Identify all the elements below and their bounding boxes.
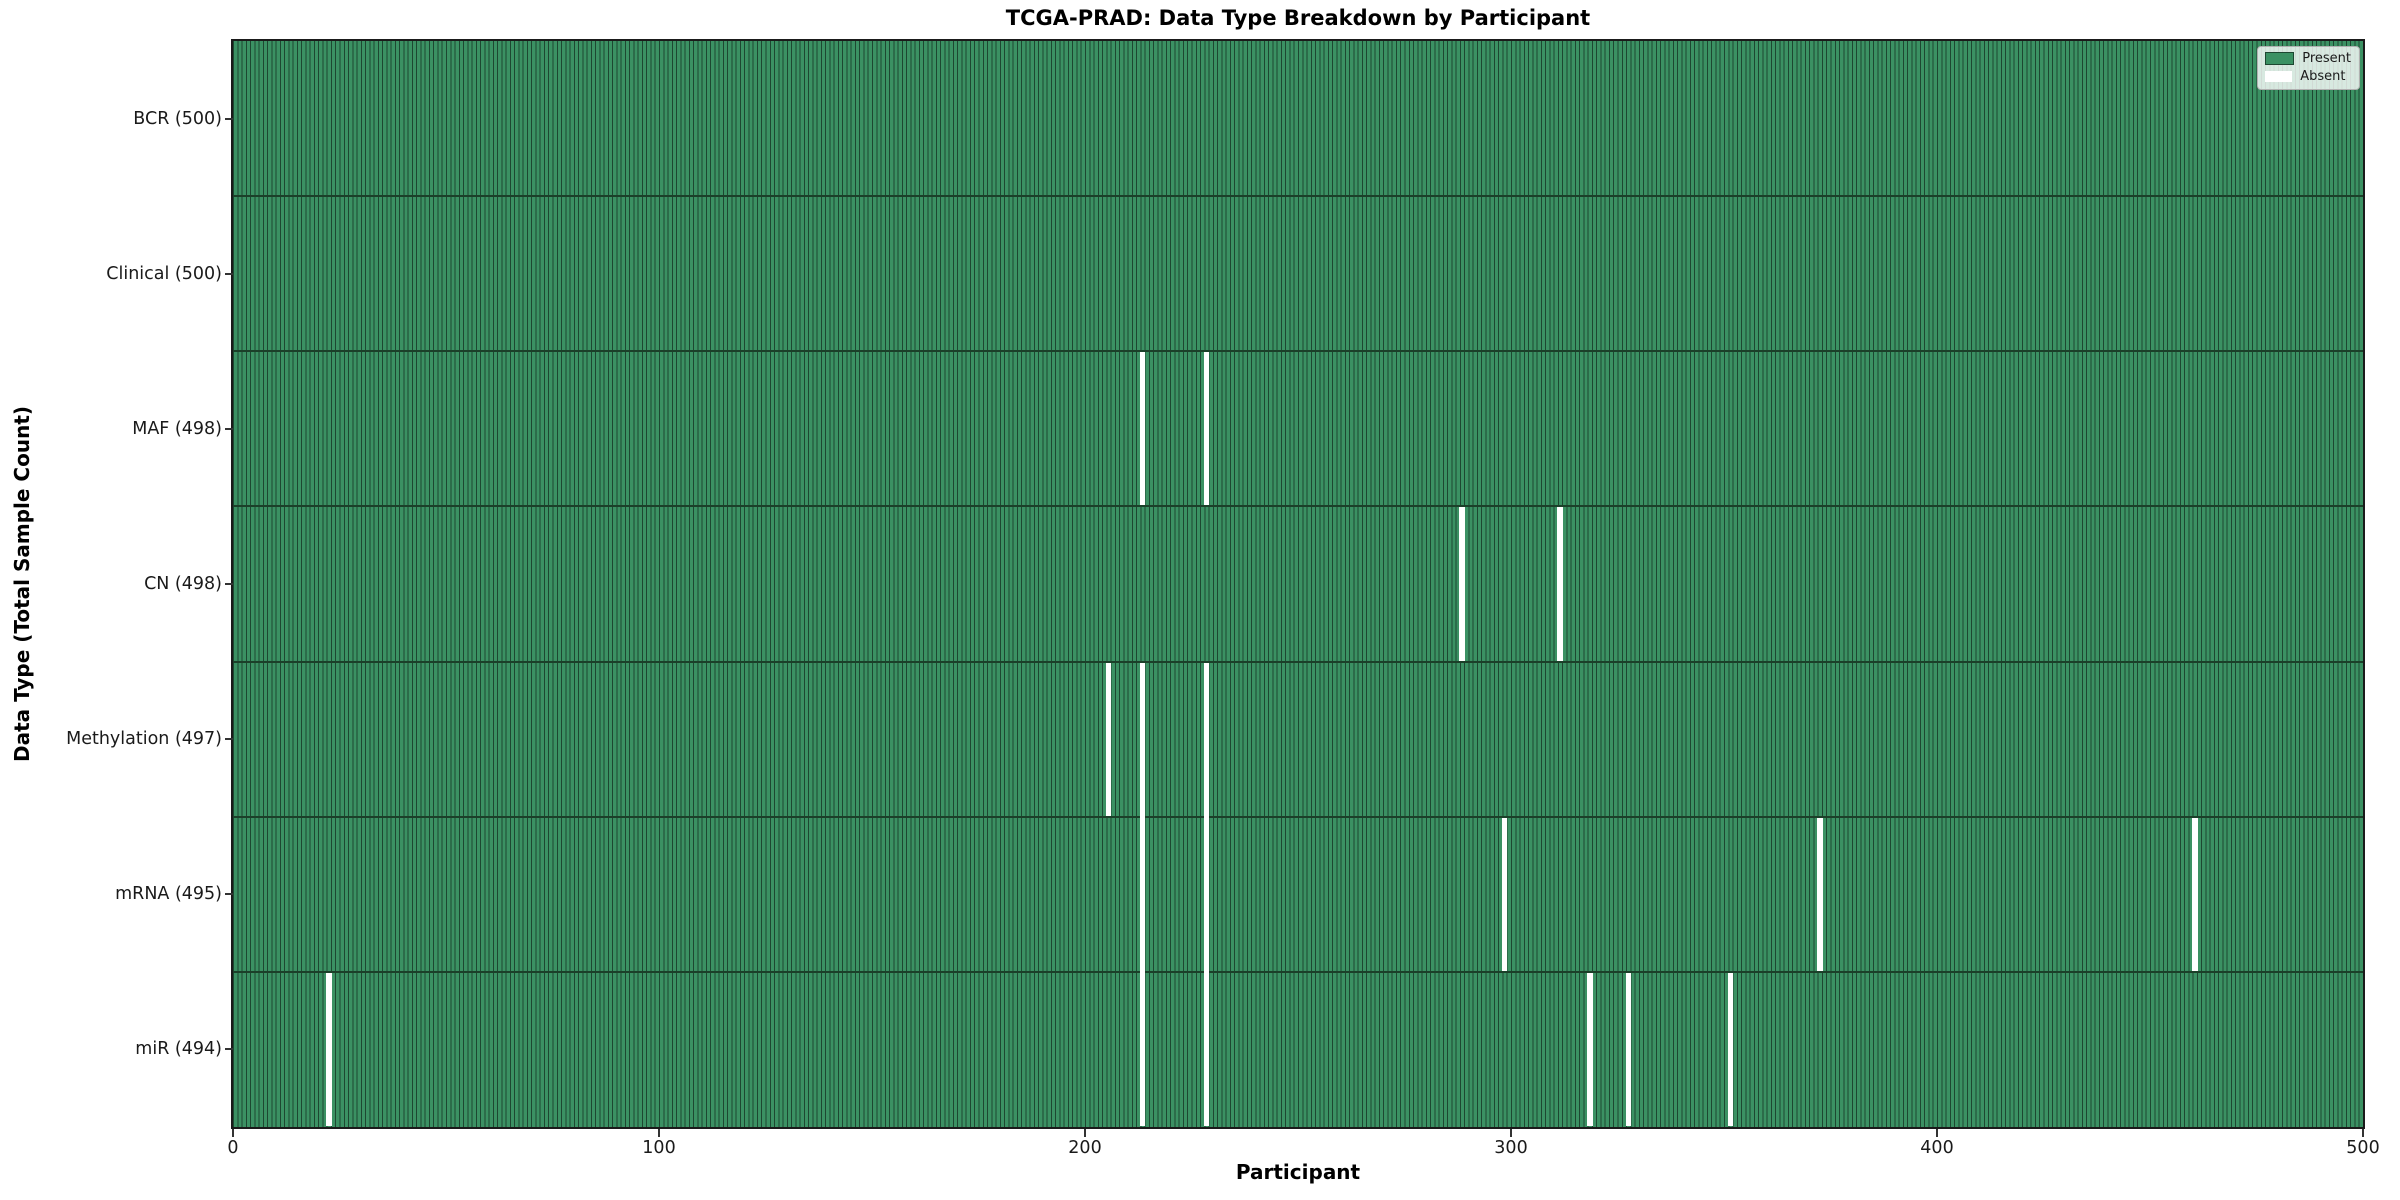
ytick-label-Clinical: Clinical (500) — [106, 263, 222, 284]
row-boundary-line — [233, 350, 2363, 353]
ytick-mark — [225, 272, 233, 275]
xtick-mark — [232, 1129, 234, 1137]
xtick-label-100: 100 — [642, 1138, 676, 1158]
absent-gap-miR-318 — [1587, 972, 1593, 1126]
xtick-label-0: 0 — [227, 1138, 239, 1158]
ytick-label-Methylation: Methylation (497) — [66, 729, 222, 750]
xtick-label-300: 300 — [1494, 1138, 1528, 1158]
absent-gap-CN-288 — [1459, 507, 1465, 661]
legend-label: Present — [2302, 51, 2351, 66]
row-boundary-line — [233, 660, 2363, 663]
legend-entry-present: Present — [2265, 52, 2351, 65]
ytick-mark — [225, 1048, 233, 1051]
xtick-mark — [1936, 1129, 1938, 1137]
row-boundary-line — [233, 195, 2363, 198]
y-axis-label: Data Type (Total Sample Count) — [10, 405, 34, 763]
ytick-mark — [225, 583, 233, 585]
ytick-label-MAF: MAF (498) — [132, 418, 222, 439]
legend-label: Absent — [2300, 69, 2346, 84]
absent-gap-Methylation-213 — [1139, 662, 1146, 818]
xtick-mark — [2362, 1129, 2364, 1137]
absent-gap-miR-351 — [1727, 972, 1734, 1126]
row-boundary-line — [233, 815, 2363, 818]
ytick-label-mRNA: mRNA (495) — [115, 884, 222, 905]
ytick-mark — [225, 893, 233, 896]
absent-gap-MAF-213 — [1139, 352, 1146, 506]
absent-gap-miR-213 — [1139, 970, 1146, 1126]
ytick-label-CN: CN (498) — [144, 574, 222, 594]
ytick-label-miR: miR (494) — [135, 1039, 222, 1060]
xtick-label-400: 400 — [1920, 1138, 1954, 1158]
absent-gap-CN-311 — [1557, 507, 1563, 661]
plot-canvas — [233, 41, 2363, 1127]
chart-title: TCGA-PRAD: Data Type Breakdown by Partic… — [1005, 6, 1591, 30]
plot-area: Present Absent — [231, 39, 2365, 1129]
absent-gap-miR-327 — [1625, 972, 1631, 1126]
ytick-mark — [225, 738, 233, 741]
ytick-mark — [225, 117, 233, 120]
legend-entry-absent: Absent — [2265, 70, 2351, 83]
absent-gap-mRNA-372 — [1817, 817, 1823, 971]
row-boundary-line — [233, 970, 2363, 973]
xtick-mark — [1510, 1129, 1512, 1137]
xtick-label-200: 200 — [1068, 1138, 1102, 1158]
absent-gap-miR-22 — [326, 972, 332, 1126]
absent-gap-MAF-228 — [1203, 352, 1210, 506]
ytick-mark — [225, 427, 233, 430]
xtick-mark — [1084, 1129, 1086, 1137]
ytick-label-BCR: BCR (500) — [133, 108, 222, 129]
row-boundary-line — [233, 505, 2363, 508]
legend: Present Absent — [2257, 46, 2360, 90]
legend-swatch-absent — [2265, 71, 2293, 82]
xtick-label-500: 500 — [2346, 1138, 2380, 1158]
absent-gap-mRNA-298 — [1501, 817, 1508, 971]
xtick-mark — [658, 1129, 660, 1137]
absent-gap-Methylation-205 — [1105, 662, 1112, 816]
absent-gap-mRNA-228 — [1203, 815, 1210, 973]
absent-gap-mRNA-213 — [1139, 815, 1146, 973]
absent-gap-Methylation-228 — [1203, 662, 1210, 818]
absent-gap-mRNA-460 — [2192, 817, 2198, 971]
absent-gap-miR-228 — [1203, 970, 1210, 1126]
legend-swatch-present — [2265, 52, 2295, 65]
x-axis-label: Participant — [1235, 1160, 1361, 1184]
